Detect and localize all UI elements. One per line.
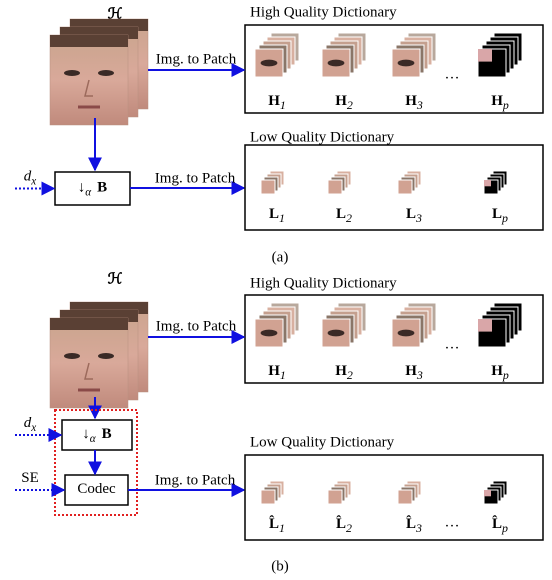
input-label-sub: x bbox=[30, 422, 36, 434]
patch-label: H2 bbox=[335, 363, 353, 381]
patch-label: H3 bbox=[405, 363, 423, 381]
patch-label-base: H bbox=[491, 93, 503, 109]
patch-label: L̂1 bbox=[269, 515, 285, 535]
patch-label: L2 bbox=[336, 206, 352, 224]
operation-label-base: Codec bbox=[77, 481, 116, 497]
patch-detail bbox=[328, 330, 345, 337]
source-label: ℋ bbox=[108, 271, 123, 287]
eye bbox=[64, 70, 80, 76]
operation-label-rest: B bbox=[102, 426, 112, 442]
patch-label-base: H bbox=[268, 363, 280, 379]
patch-label-base: H bbox=[335, 363, 347, 379]
patch-label-base: H bbox=[491, 363, 503, 379]
input-label: dx bbox=[24, 169, 37, 187]
patch-label: H2 bbox=[335, 93, 353, 111]
ellipsis: … bbox=[445, 336, 460, 352]
patch-label-sub: 2 bbox=[346, 211, 352, 225]
patch bbox=[261, 180, 275, 194]
arrow-label: Img. to Patch bbox=[155, 472, 236, 488]
patch-label-sub: 1 bbox=[279, 521, 285, 535]
patch-label: Hp bbox=[491, 363, 509, 381]
patch-label: L1 bbox=[269, 206, 285, 224]
diagram: ℋHigh Quality DictionaryImg. to PatchH1H… bbox=[0, 0, 552, 580]
patch-detail bbox=[261, 330, 278, 337]
patch-detail bbox=[398, 60, 415, 67]
patch-label-base: L bbox=[492, 206, 502, 222]
patch-label-base: L bbox=[336, 206, 346, 222]
patch-label: H3 bbox=[405, 93, 423, 111]
patch-label-base: H bbox=[405, 93, 417, 109]
dictionary-title: Low Quality Dictionary bbox=[250, 129, 395, 145]
panel-label: (a) bbox=[272, 249, 289, 265]
patch-label-sub: p bbox=[501, 211, 508, 225]
operation-label-base: ↓ bbox=[82, 426, 90, 442]
patch-label-sub: 3 bbox=[415, 521, 422, 535]
patch-label: L̂3 bbox=[406, 515, 422, 535]
patch-label-base: L̂ bbox=[269, 515, 279, 532]
patch-label-base: H bbox=[335, 93, 347, 109]
patch-label-base: L bbox=[269, 206, 279, 222]
dictionary-title: High Quality Dictionary bbox=[250, 275, 397, 291]
patch-label: L̂p bbox=[492, 515, 508, 535]
patch-label-sub: 2 bbox=[346, 521, 352, 535]
patch-label-sub: p bbox=[502, 368, 509, 382]
ellipsis: … bbox=[445, 514, 460, 530]
operation-label: Codec bbox=[77, 481, 116, 497]
dictionary-title: Low Quality Dictionary bbox=[250, 434, 395, 450]
patch bbox=[398, 180, 412, 194]
operation-box bbox=[62, 420, 132, 450]
patch-label-base: H bbox=[268, 93, 280, 109]
patch-label: H1 bbox=[268, 363, 286, 381]
patch-corner bbox=[484, 490, 491, 496]
patch bbox=[398, 490, 412, 504]
patch-corner bbox=[484, 180, 491, 186]
patch-label: H1 bbox=[268, 93, 286, 111]
input-label: dx bbox=[24, 415, 37, 433]
patch-label-sub: 3 bbox=[416, 98, 423, 112]
patch-label-base: L̂ bbox=[336, 515, 346, 532]
patch-corner bbox=[478, 49, 492, 62]
patch-label-base: L bbox=[406, 206, 416, 222]
operation-label-base: ↓ bbox=[78, 180, 86, 196]
operation-label-rest: B bbox=[97, 180, 107, 196]
patch-label-base: L̂ bbox=[406, 515, 416, 532]
patch bbox=[328, 490, 342, 504]
patch-label-base: H bbox=[405, 363, 417, 379]
input-label-base: SE bbox=[21, 470, 39, 486]
operation-box bbox=[55, 172, 130, 205]
patch-label: Hp bbox=[491, 93, 509, 111]
patch-label-sub: p bbox=[502, 98, 509, 112]
patch-detail bbox=[328, 60, 345, 67]
arrow-label: Img. to Patch bbox=[155, 170, 236, 186]
patch-label-sub: 2 bbox=[347, 98, 353, 112]
patch-label-sub: 1 bbox=[280, 368, 286, 382]
patch-label: Lp bbox=[492, 206, 508, 224]
patch-label-sub: 3 bbox=[415, 211, 422, 225]
patch-label-sub: 1 bbox=[280, 98, 286, 112]
patch-corner bbox=[478, 319, 492, 332]
patch-label-sub: 3 bbox=[416, 368, 423, 382]
patch-detail bbox=[261, 60, 278, 67]
arrow-label: Img. to Patch bbox=[156, 318, 237, 334]
patch bbox=[261, 490, 275, 504]
patch-label: L̂2 bbox=[336, 515, 352, 535]
patch-label: L3 bbox=[406, 206, 422, 224]
patch-label-sub: p bbox=[501, 521, 508, 535]
patch bbox=[328, 180, 342, 194]
ellipsis: … bbox=[445, 66, 460, 82]
hair bbox=[50, 35, 128, 47]
patch-label-sub: 1 bbox=[279, 211, 285, 225]
dictionary-title: High Quality Dictionary bbox=[250, 4, 397, 20]
arrow-label: Img. to Patch bbox=[156, 51, 237, 67]
input-label: SE bbox=[21, 470, 39, 486]
patch-detail bbox=[398, 330, 415, 337]
patch-label-base: L̂ bbox=[492, 515, 502, 532]
hair bbox=[50, 318, 128, 330]
panel-label: (b) bbox=[271, 558, 289, 574]
eye bbox=[98, 353, 114, 359]
input-label-sub: x bbox=[30, 175, 36, 187]
eye bbox=[98, 70, 114, 76]
eye bbox=[64, 353, 80, 359]
patch-label-sub: 2 bbox=[347, 368, 353, 382]
